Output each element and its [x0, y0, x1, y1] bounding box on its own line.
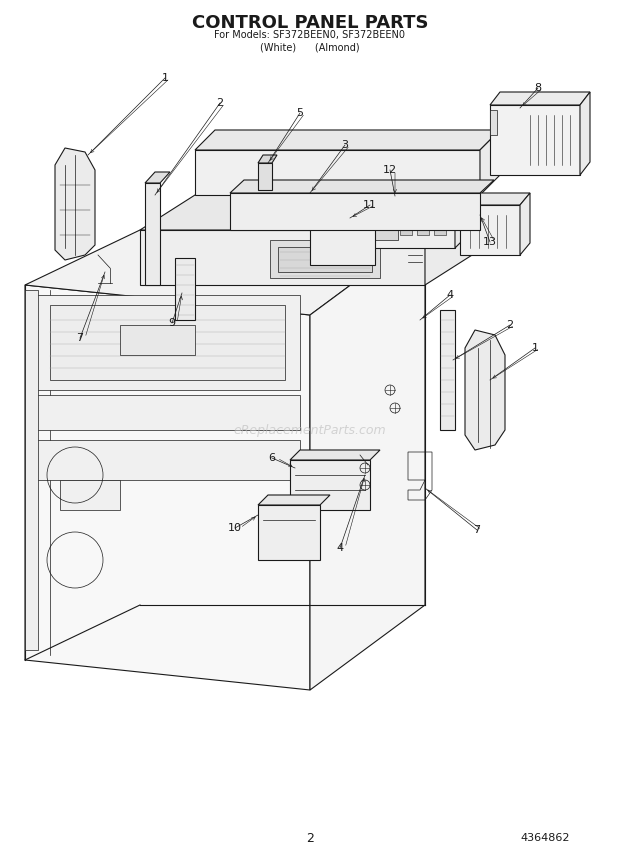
Polygon shape [195, 150, 480, 195]
Polygon shape [55, 148, 95, 260]
Polygon shape [145, 183, 160, 285]
Text: 1: 1 [531, 343, 539, 353]
Polygon shape [580, 92, 590, 175]
Text: 6: 6 [268, 453, 275, 463]
Text: 7: 7 [76, 333, 84, 343]
Polygon shape [195, 130, 500, 150]
Polygon shape [310, 198, 387, 210]
Text: 8: 8 [534, 83, 541, 93]
Polygon shape [258, 505, 320, 560]
Polygon shape [370, 183, 467, 195]
Polygon shape [140, 230, 425, 285]
Polygon shape [270, 240, 380, 278]
Polygon shape [35, 440, 300, 480]
Text: 13: 13 [483, 237, 497, 247]
Text: 3: 3 [342, 140, 348, 150]
Polygon shape [425, 195, 480, 285]
Polygon shape [258, 163, 272, 190]
Text: 9: 9 [169, 318, 175, 328]
Polygon shape [370, 195, 455, 248]
Polygon shape [465, 330, 505, 450]
Polygon shape [35, 395, 300, 430]
Text: (White)      (Almond): (White) (Almond) [260, 42, 360, 52]
Text: 4: 4 [446, 290, 454, 300]
Text: 7: 7 [474, 525, 480, 535]
Polygon shape [25, 285, 310, 690]
Polygon shape [25, 230, 425, 315]
Polygon shape [440, 310, 455, 430]
Text: 1: 1 [161, 73, 169, 83]
Text: 4364862: 4364862 [520, 833, 570, 843]
Polygon shape [25, 290, 38, 650]
Polygon shape [290, 460, 370, 510]
Polygon shape [374, 207, 398, 240]
Polygon shape [175, 258, 195, 320]
Polygon shape [434, 207, 446, 235]
Polygon shape [520, 193, 530, 255]
Polygon shape [145, 172, 170, 183]
Polygon shape [230, 193, 480, 230]
Polygon shape [417, 207, 429, 235]
Polygon shape [140, 195, 480, 230]
Text: 2: 2 [306, 831, 314, 845]
Text: 10: 10 [228, 523, 242, 533]
Polygon shape [258, 495, 330, 505]
Polygon shape [60, 480, 120, 510]
Polygon shape [230, 180, 494, 193]
Polygon shape [290, 450, 380, 460]
Polygon shape [460, 193, 530, 205]
Text: 5: 5 [296, 108, 304, 118]
Polygon shape [278, 247, 372, 272]
Text: 2: 2 [216, 98, 224, 108]
Text: 4: 4 [337, 543, 343, 553]
Text: 11: 11 [363, 200, 377, 210]
Polygon shape [35, 295, 300, 390]
Text: CONTROL PANEL PARTS: CONTROL PANEL PARTS [192, 14, 428, 32]
Polygon shape [310, 230, 425, 690]
Polygon shape [258, 155, 277, 163]
Polygon shape [310, 210, 375, 265]
Polygon shape [50, 305, 285, 380]
Polygon shape [490, 105, 580, 175]
Polygon shape [490, 110, 497, 135]
Text: For Models: SF372BEEN0, SF372BEEN0: For Models: SF372BEEN0, SF372BEEN0 [215, 30, 405, 40]
Polygon shape [460, 205, 520, 255]
Text: 2: 2 [507, 320, 513, 330]
Polygon shape [480, 130, 500, 195]
Polygon shape [400, 207, 412, 235]
Text: 12: 12 [383, 165, 397, 175]
Text: eReplacementParts.com: eReplacementParts.com [234, 424, 386, 437]
Polygon shape [120, 325, 195, 355]
Polygon shape [455, 183, 467, 248]
Polygon shape [490, 92, 590, 105]
